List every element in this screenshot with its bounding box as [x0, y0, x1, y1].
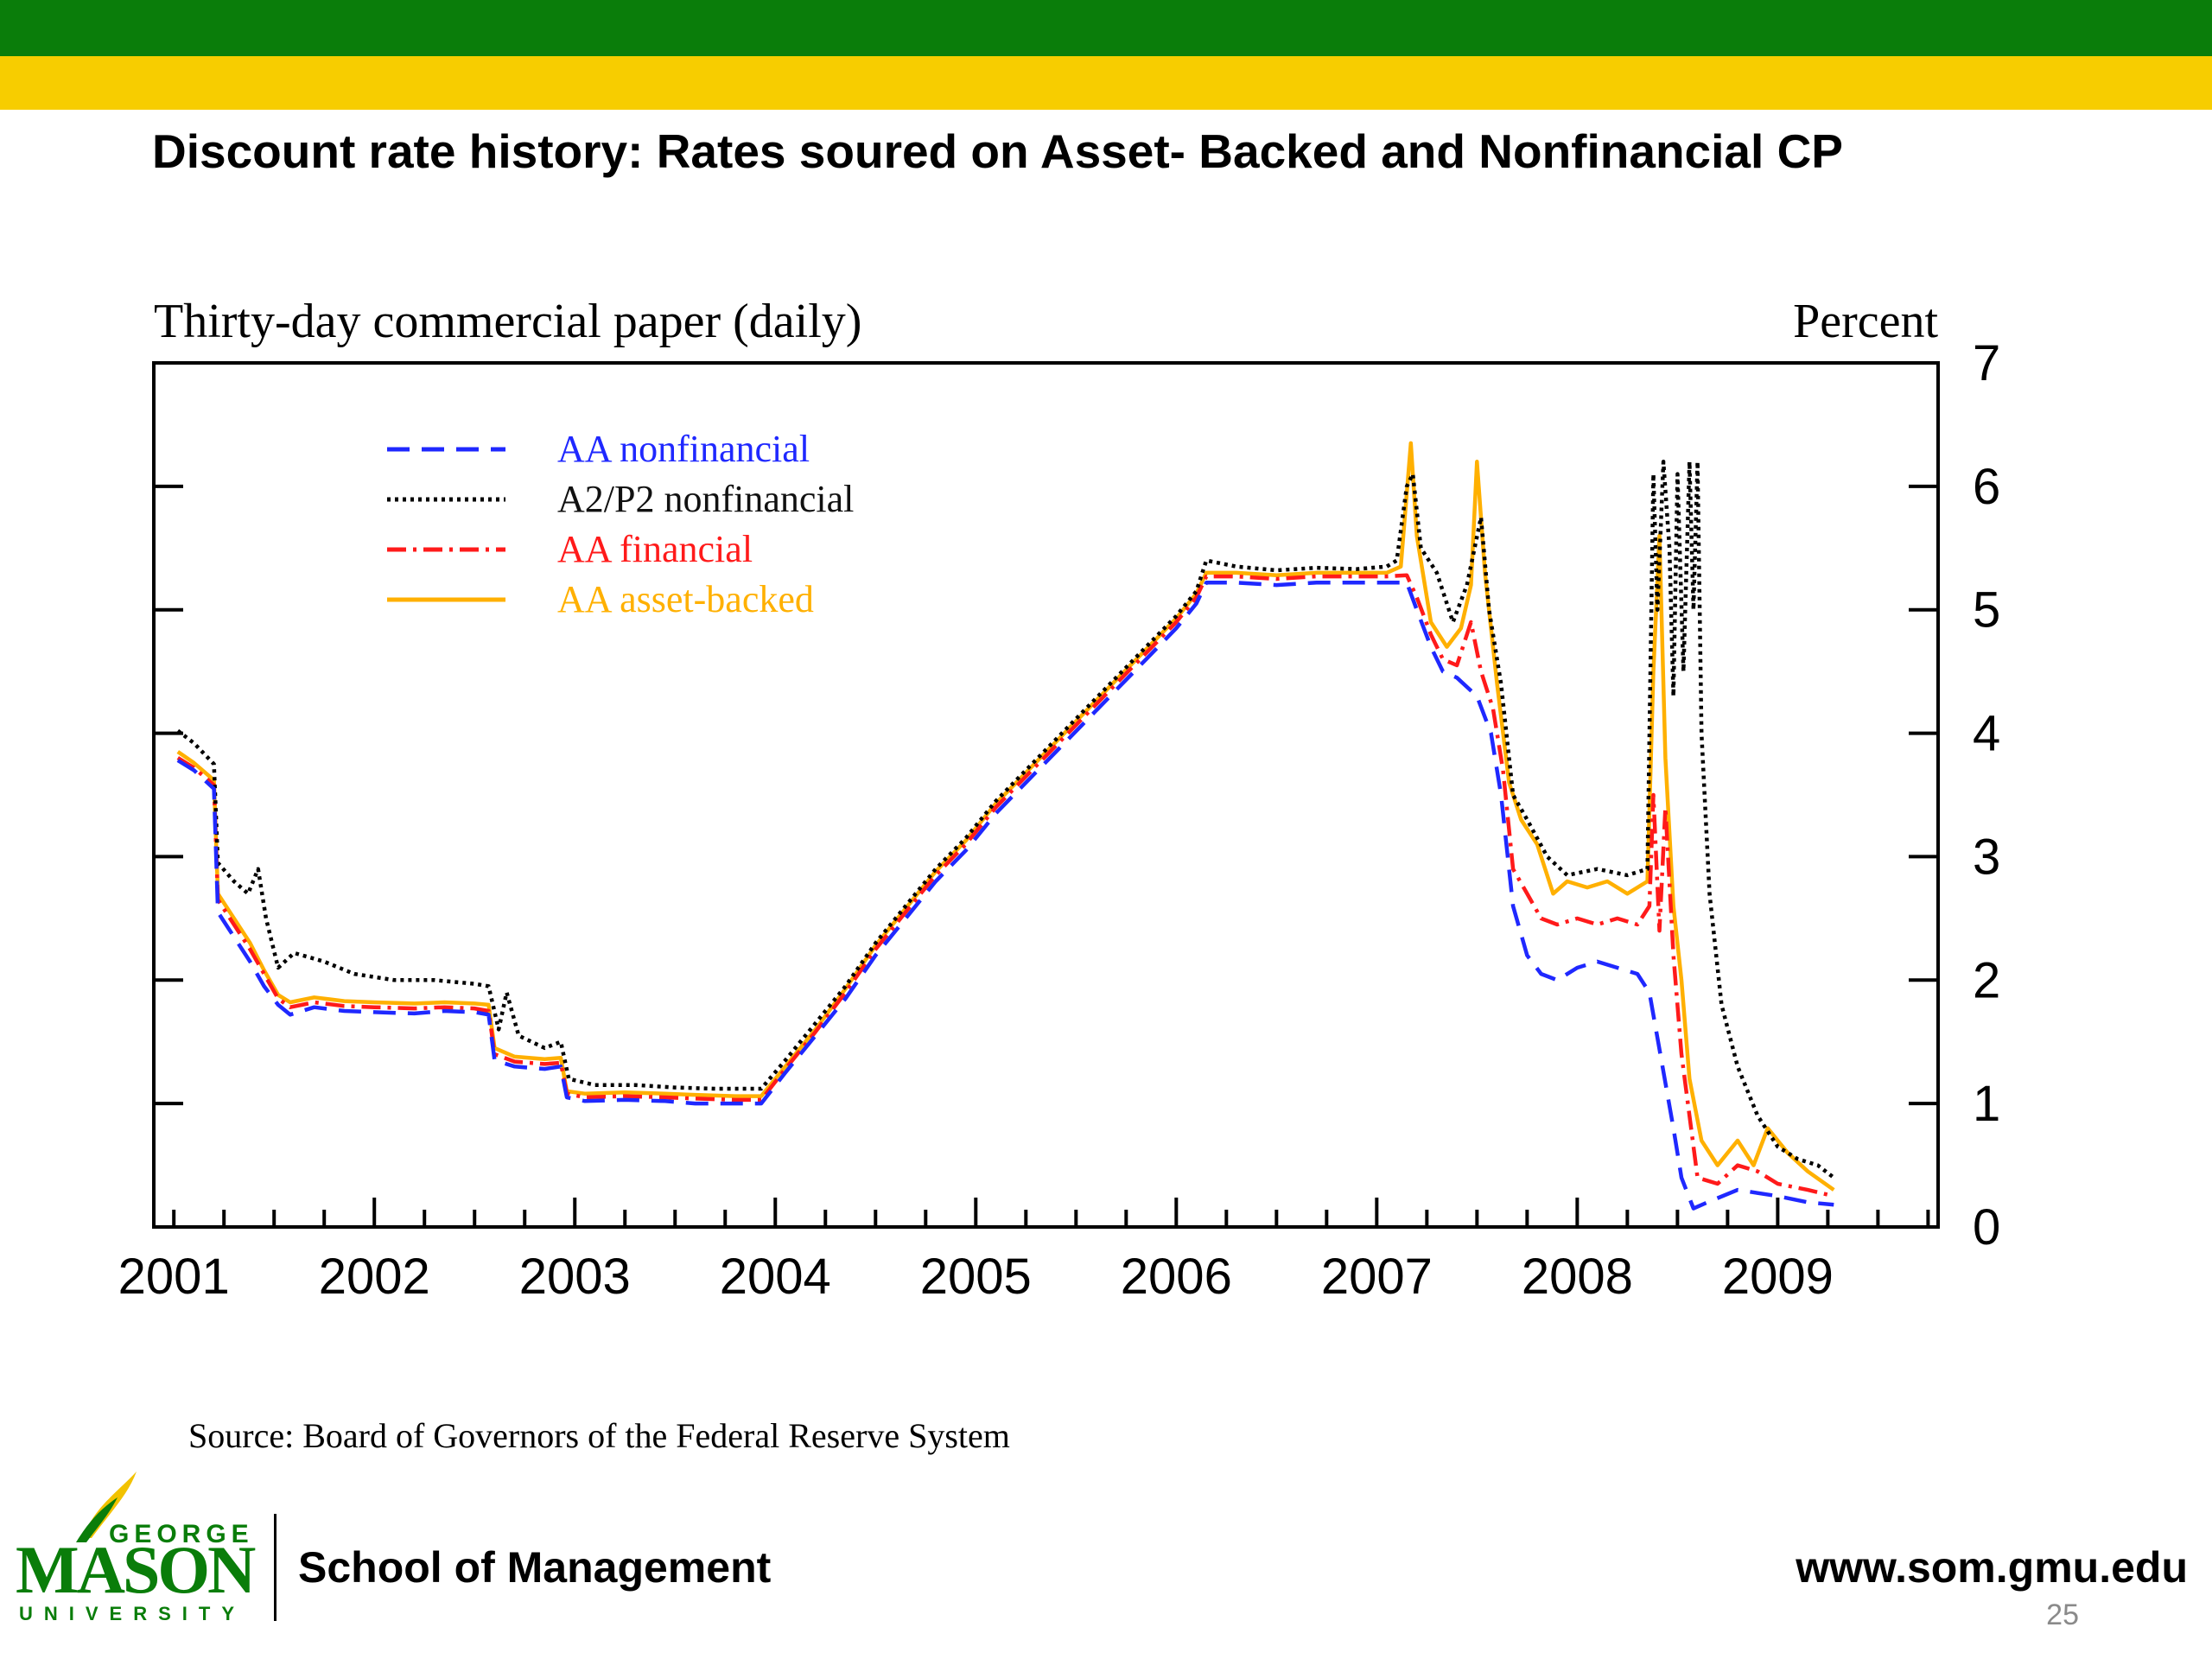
series-line — [176, 441, 1835, 1192]
logo-george: GEORGE — [109, 1520, 254, 1548]
header-green-band — [0, 0, 2212, 56]
x-tick-label: 2008 — [1522, 1249, 1633, 1305]
plot-frame — [152, 361, 1940, 1229]
y-tick-label: 2 — [1973, 952, 2000, 1008]
y-tick-label: 1 — [1973, 1076, 2000, 1132]
logo-flame-icon-green — [76, 1497, 118, 1542]
series-line — [176, 460, 1835, 1179]
x-tick-label: 2004 — [720, 1249, 831, 1305]
legend-label: A2/P2 nonfinancial — [557, 478, 854, 520]
school-name: School of Management — [298, 1543, 772, 1592]
website-url[interactable]: www.som.gmu.edu — [1796, 1543, 2188, 1592]
logo-divider — [274, 1514, 276, 1621]
tick-labels: 0 1 2 3 4 5 6 7 2001 2002 2003 2004 2005 2006 2007 2008… — [118, 335, 2001, 1305]
axis-ticks — [154, 484, 1938, 1227]
legend-label: AA asset-backed — [557, 578, 814, 620]
x-tick-label: 2005 — [920, 1249, 1032, 1305]
legend-label: AA financial — [557, 528, 753, 570]
x-tick-label: 2009 — [1722, 1249, 1834, 1305]
y-tick-label: 0 — [1973, 1199, 2000, 1255]
page-number: 25 — [2046, 1599, 2079, 1631]
y-tick-label: 6 — [1973, 459, 2000, 515]
x-tick-label: 2007 — [1321, 1249, 1433, 1305]
legend: AA nonfinancial A2/P2 nonfinancial AA fina… — [387, 428, 854, 620]
legend-label: AA nonfinancial — [557, 428, 810, 470]
series-line — [176, 573, 1834, 1198]
george-mason-logo: GEORGE MASON UNIVERSITY — [16, 1471, 258, 1624]
source-note: Source: Board of Governors of the Federa… — [188, 1416, 1010, 1455]
x-tick-label: 2003 — [519, 1249, 631, 1305]
y-tick-label: 7 — [1973, 335, 2000, 391]
header-gold-band — [0, 56, 2212, 110]
plot-lines — [176, 441, 1835, 1211]
y-tick-label: 4 — [1973, 706, 2000, 762]
x-tick-label: 2002 — [319, 1249, 430, 1305]
y-tick-label: 5 — [1973, 582, 2000, 639]
x-tick-label: 2006 — [1121, 1249, 1232, 1305]
y-tick-label: 3 — [1973, 829, 2000, 885]
y-axis-unit-label: Percent — [1793, 295, 1938, 348]
chart-title: Thirty-day commercial paper (daily) — [154, 295, 861, 348]
slide-title: Discount rate history: Rates soured on A… — [152, 124, 1843, 178]
x-tick-label: 2001 — [118, 1249, 230, 1305]
logo-mason: MASON — [16, 1532, 256, 1607]
series-line — [176, 581, 1834, 1211]
logo-university: UNIVERSITY — [19, 1603, 245, 1624]
